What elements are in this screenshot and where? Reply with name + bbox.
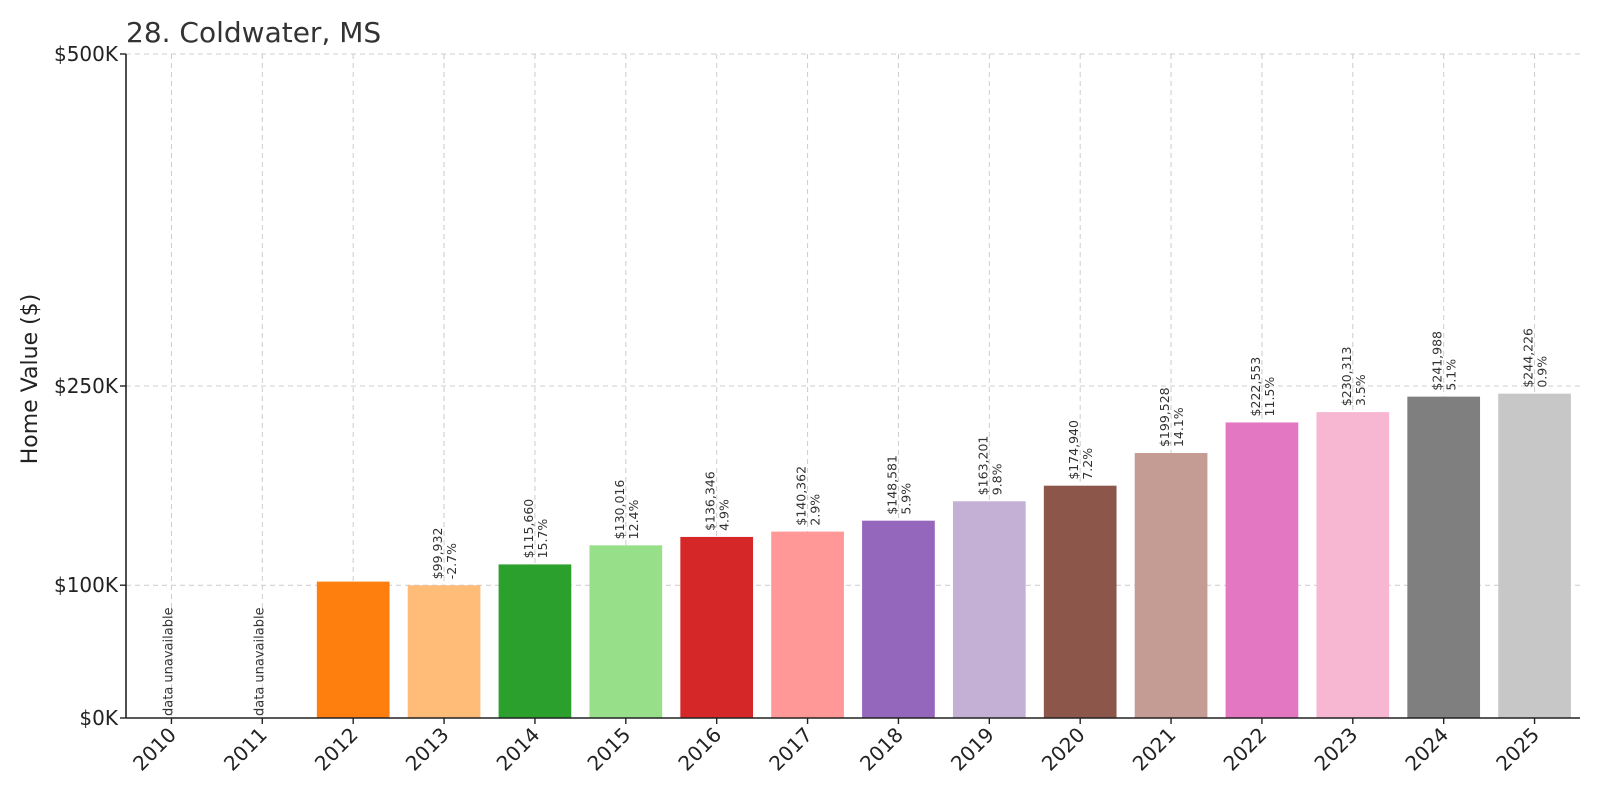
unavailable-text: data unavailable [161, 607, 176, 716]
data-label-2018: $148,581 5.9% [884, 455, 913, 515]
data-label-2021: $199,528 14.1% [1157, 387, 1186, 447]
value-label: $115,660 [521, 499, 536, 559]
change-label: 9.8% [989, 463, 1004, 495]
y-axis-label: Home Value ($) [18, 294, 43, 465]
x-tick-label: 2022 [1219, 723, 1272, 776]
change-label: 5.1% [1444, 359, 1459, 391]
change-label: 2.9% [808, 494, 823, 526]
x-tick-label: 2020 [1037, 723, 1090, 776]
x-tick-label: 2013 [401, 723, 454, 776]
data-label-2014: $115,660 15.7% [521, 499, 550, 559]
x-tick-label: 2011 [219, 723, 272, 776]
data-label-2015: $130,016 12.4% [612, 480, 641, 540]
data-label-2017: $140,362 2.9% [794, 466, 823, 526]
x-tick-label: 2010 [128, 723, 181, 776]
bars [316, 393, 1571, 718]
change-label: 4.9% [717, 499, 732, 531]
data-label-2022: $222,553 11.5% [1248, 357, 1277, 417]
change-label: -2.7% [444, 543, 459, 579]
change-label: 0.9% [1535, 356, 1550, 388]
x-tick-label: 2015 [582, 723, 635, 776]
x-axis-ticks: 2010 2011 2012 2013 2014 2015 2016 2017 2018 2019… [128, 718, 1544, 776]
change-label: 7.2% [1080, 448, 1095, 480]
bar-2014 [498, 564, 572, 718]
bar-2025 [1498, 393, 1571, 718]
unavailable-label-2011: data unavailable [252, 607, 267, 716]
value-label: $244,226 [1521, 328, 1536, 388]
x-tick-label: 2012 [310, 723, 363, 776]
value-label: $99,932 [430, 528, 445, 580]
value-label: $163,201 [975, 436, 990, 496]
value-label: $241,988 [1430, 331, 1445, 391]
x-tick-label: 2017 [764, 723, 817, 776]
value-label: $148,581 [884, 455, 899, 515]
y-axis-ticks: $0K $100K $250K $500K [54, 42, 126, 730]
bar-2013 [407, 585, 481, 718]
y-tick-label: $100K [54, 573, 119, 597]
data-label-2019: $163,201 9.8% [975, 436, 1004, 496]
x-tick-label: 2023 [1309, 723, 1362, 776]
data-label-2020: $174,940 7.2% [1066, 420, 1095, 480]
y-tick-label: $500K [54, 42, 119, 66]
y-tick-label: $250K [54, 374, 119, 398]
unavailable-label-2010: data unavailable [161, 607, 176, 716]
x-tick-label: 2019 [946, 723, 999, 776]
data-label-2025: $244,226 0.9% [1521, 328, 1550, 388]
data-label-2024: $241,988 5.1% [1430, 331, 1459, 391]
bar-2023 [1316, 412, 1390, 718]
value-label: $230,313 [1339, 346, 1354, 406]
change-label: 3.5% [1353, 374, 1368, 406]
x-tick-label: 2016 [673, 723, 726, 776]
change-label: 5.9% [898, 483, 913, 515]
change-label: 14.1% [1171, 407, 1186, 447]
unavailable-text: data unavailable [252, 607, 267, 716]
data-label-2013: $99,932 -2.7% [430, 528, 459, 580]
bar-2022 [1225, 422, 1299, 718]
bar-2020 [1043, 485, 1117, 718]
value-label: $136,346 [703, 471, 718, 531]
bar-2019 [952, 501, 1026, 718]
x-tick-label: 2014 [492, 723, 545, 776]
bar-2015 [589, 545, 663, 718]
value-label: $130,016 [612, 480, 627, 540]
data-label-2016: $136,346 4.9% [703, 471, 732, 531]
bar-2017 [771, 531, 844, 718]
x-tick-label: 2021 [1128, 723, 1181, 776]
bar-2018 [862, 520, 935, 718]
data-label-2023: $230,313 3.5% [1339, 346, 1368, 406]
data-labels: data unavailable data unavailable $99,932-… [161, 328, 1549, 716]
value-label: $199,528 [1157, 387, 1172, 447]
value-label: $140,362 [794, 466, 809, 526]
bar-2012 [316, 581, 390, 718]
value-label: $222,553 [1248, 357, 1263, 417]
change-label: 11.5% [1262, 377, 1277, 417]
change-label: 15.7% [535, 519, 550, 559]
bar-2016 [680, 536, 754, 718]
change-label: 12.4% [626, 500, 641, 540]
x-tick-label: 2024 [1400, 723, 1453, 776]
y-tick-label: $0K [79, 706, 118, 730]
bar-2024 [1407, 396, 1481, 718]
bar-2021 [1134, 453, 1208, 718]
chart-title: 28. Coldwater, MS [126, 16, 381, 49]
x-tick-label: 2018 [855, 723, 908, 776]
value-label: $174,940 [1066, 420, 1081, 480]
x-tick-label: 2025 [1491, 723, 1544, 776]
